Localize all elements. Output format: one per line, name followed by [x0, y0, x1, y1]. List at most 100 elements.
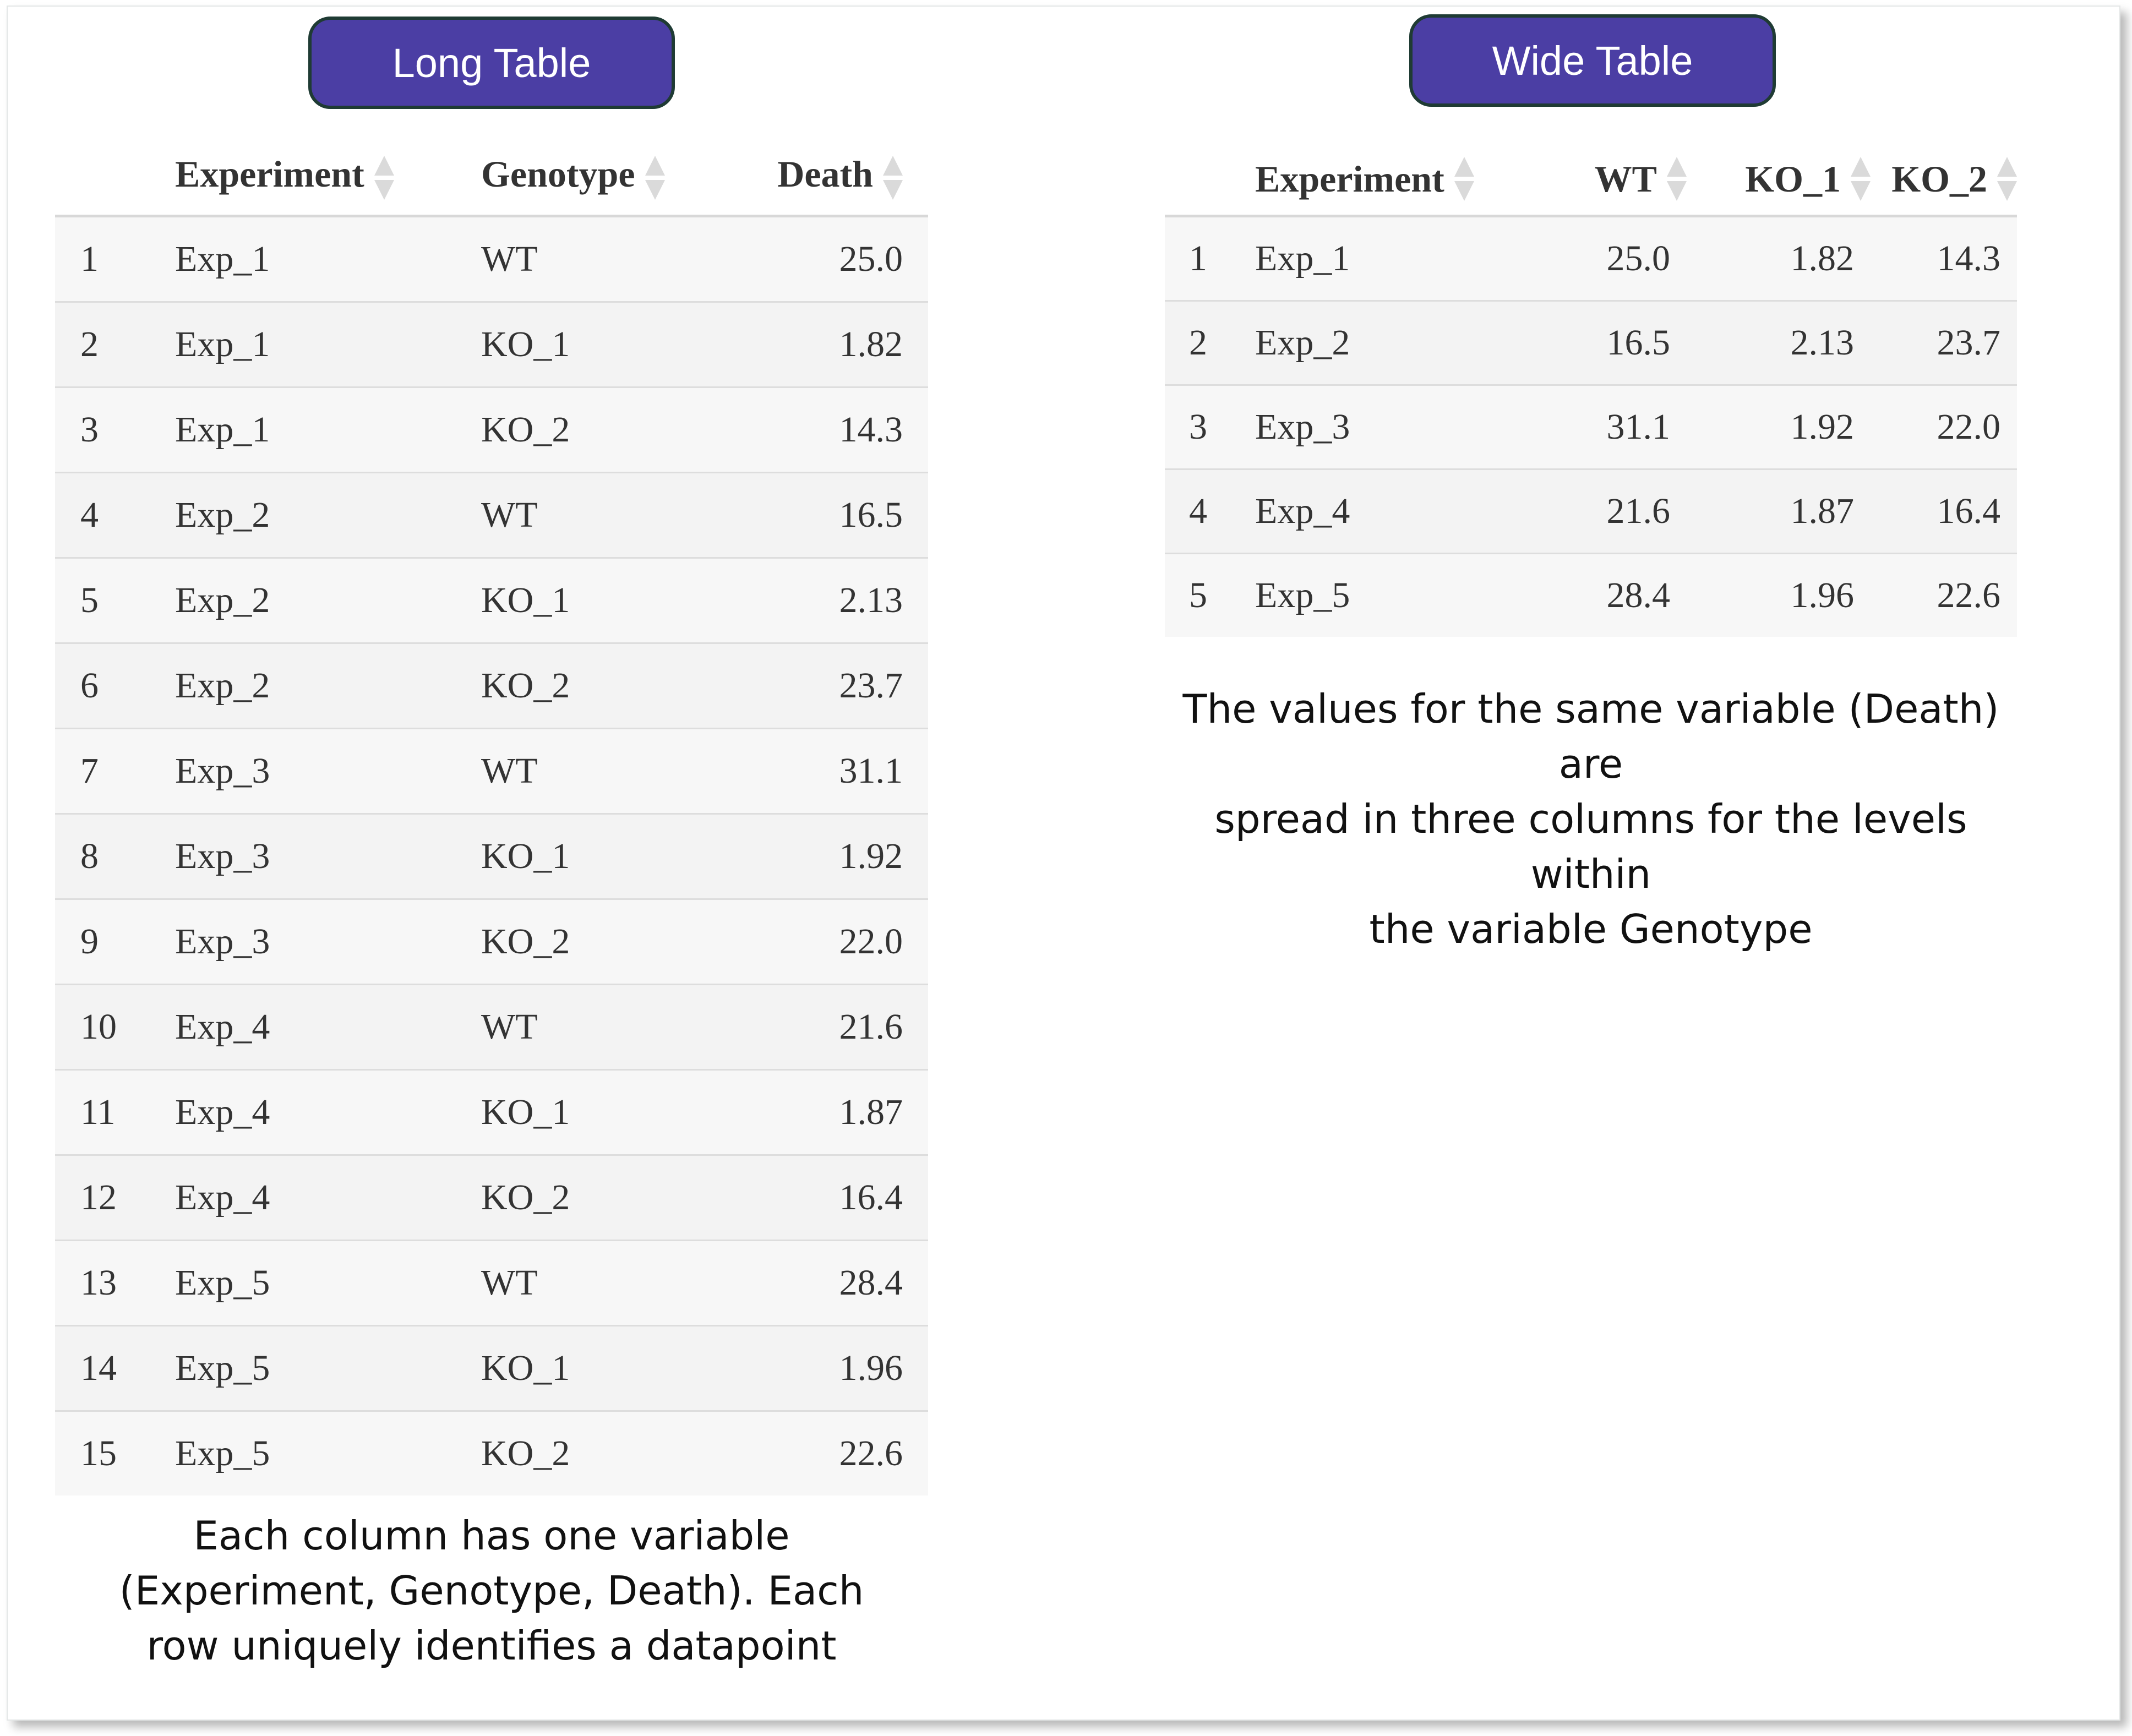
experiment-cell: Exp_3 [175, 898, 481, 985]
genotype-cell: KO_2 [481, 386, 756, 473]
table-row: 9 Exp_3 KO_2 22.0 [55, 898, 928, 985]
experiment-cell: Exp_4 [1255, 468, 1527, 554]
sort-arrows-icon[interactable] [1454, 157, 1474, 201]
death-cell: 22.0 [756, 898, 928, 985]
genotype-cell: KO_1 [481, 557, 756, 643]
table-row: 4 Exp_2 WT 16.5 [55, 472, 928, 558]
wide-header-wt[interactable]: WT [1527, 140, 1687, 217]
sort-arrows-icon[interactable] [1851, 157, 1871, 201]
death-cell: 16.5 [756, 472, 928, 558]
experiment-cell: Exp_3 [175, 728, 481, 814]
row-index-cell: 7 [55, 728, 175, 814]
sort-arrows-icon[interactable] [1667, 157, 1687, 201]
experiment-cell: Exp_3 [175, 813, 481, 899]
table-row: 4 Exp_4 21.6 1.87 16.4 [1165, 468, 2017, 554]
row-index-cell: 5 [1165, 553, 1255, 637]
table-row: 6 Exp_2 KO_2 23.7 [55, 642, 928, 729]
death-cell: 25.0 [756, 216, 928, 302]
genotype-cell: KO_2 [481, 1154, 756, 1241]
table-row: 1 Exp_1 WT 25.0 [55, 216, 928, 302]
table-row: 12 Exp_4 KO_2 16.4 [55, 1154, 928, 1241]
wide-header-ko-2[interactable]: KO_2 [1871, 140, 2017, 217]
death-cell: 1.92 [756, 813, 928, 899]
genotype-cell: WT [481, 728, 756, 814]
genotype-cell: KO_2 [481, 642, 756, 729]
table-row: 2 Exp_2 16.5 2.13 23.7 [1165, 300, 2017, 385]
sort-arrows-icon[interactable] [645, 156, 665, 200]
ko-2-cell: 16.4 [1871, 468, 2017, 554]
experiment-cell: Exp_1 [175, 386, 481, 473]
table-row: 8 Exp_3 KO_1 1.92 [55, 813, 928, 899]
experiment-cell: Exp_2 [175, 472, 481, 558]
wide-table-header-row: Experiment WT KO_1 KO_2 [1165, 140, 2017, 217]
genotype-cell: WT [481, 984, 756, 1070]
experiment-cell: Exp_5 [175, 1240, 481, 1326]
experiment-cell: Exp_3 [1255, 384, 1527, 470]
sort-arrows-icon[interactable] [374, 156, 394, 200]
ko-1-cell: 1.82 [1687, 216, 1871, 301]
table-row: 15 Exp_5 KO_2 22.6 [55, 1410, 928, 1495]
experiment-cell: Exp_2 [175, 642, 481, 729]
row-index-cell: 3 [55, 386, 175, 473]
sort-arrows-icon[interactable] [883, 156, 903, 200]
death-cell: 1.82 [756, 301, 928, 387]
row-index-cell: 10 [55, 984, 175, 1070]
genotype-cell: WT [481, 1240, 756, 1326]
wide-table-title: Wide Table [1409, 14, 1776, 107]
row-index-cell: 12 [55, 1154, 175, 1241]
death-cell: 1.96 [756, 1325, 928, 1411]
table-row: 7 Exp_3 WT 31.1 [55, 728, 928, 814]
wide-header-ko-2-label: KO_2 [1891, 157, 1987, 200]
long-table-caption: Each column has one variable (Experiment… [83, 1508, 901, 1673]
table-row: 13 Exp_5 WT 28.4 [55, 1240, 928, 1326]
row-index-cell: 11 [55, 1069, 175, 1155]
death-cell: 23.7 [756, 642, 928, 729]
wt-cell: 16.5 [1527, 300, 1687, 385]
genotype-cell: KO_1 [481, 1325, 756, 1411]
row-index-cell: 4 [55, 472, 175, 558]
long-header-experiment[interactable]: Experiment [175, 138, 481, 217]
wt-cell: 25.0 [1527, 216, 1687, 301]
ko-1-cell: 1.96 [1687, 553, 1871, 637]
ko-1-cell: 1.87 [1687, 468, 1871, 554]
ko-1-cell: 2.13 [1687, 300, 1871, 385]
wide-header-ko-1[interactable]: KO_1 [1687, 140, 1871, 217]
long-header-experiment-label: Experiment [175, 152, 364, 195]
wide-header-wt-label: WT [1594, 157, 1657, 200]
caption-line: spread in three columns for the levels w… [1214, 796, 1967, 897]
long-header-genotype[interactable]: Genotype [481, 138, 756, 217]
caption-line: The values for the same variable (Death)… [1182, 686, 1999, 787]
long-header-genotype-label: Genotype [481, 152, 635, 195]
sort-arrows-icon[interactable] [1997, 157, 2017, 201]
wt-cell: 28.4 [1527, 553, 1687, 637]
long-table-header-row: Experiment Genotype Death [55, 138, 928, 217]
row-index-cell: 1 [55, 216, 175, 302]
row-index-cell: 2 [1165, 300, 1255, 385]
row-index-cell: 4 [1165, 468, 1255, 554]
experiment-cell: Exp_2 [175, 557, 481, 643]
genotype-cell: KO_1 [481, 301, 756, 387]
row-index-cell: 6 [55, 642, 175, 729]
long-table: Experiment Genotype Death 1 Exp_1 WT 25.0 2 E… [55, 138, 928, 1495]
experiment-cell: Exp_4 [175, 984, 481, 1070]
experiment-cell: Exp_5 [1255, 553, 1527, 637]
death-cell: 1.87 [756, 1069, 928, 1155]
genotype-cell: WT [481, 216, 756, 302]
experiment-cell: Exp_4 [175, 1154, 481, 1241]
death-cell: 16.4 [756, 1154, 928, 1241]
wt-cell: 31.1 [1527, 384, 1687, 470]
table-row: 14 Exp_5 KO_1 1.96 [55, 1325, 928, 1411]
table-row: 2 Exp_1 KO_1 1.82 [55, 301, 928, 387]
genotype-cell: KO_1 [481, 1069, 756, 1155]
caption-line: row uniquely identifies a datapoint [146, 1623, 837, 1669]
row-index-cell: 1 [1165, 216, 1255, 301]
ko-2-cell: 23.7 [1871, 300, 2017, 385]
genotype-cell: KO_1 [481, 813, 756, 899]
experiment-cell: Exp_1 [175, 216, 481, 302]
table-row: 5 Exp_2 KO_1 2.13 [55, 557, 928, 643]
wide-header-experiment[interactable]: Experiment [1255, 140, 1527, 217]
long-header-death[interactable]: Death [756, 138, 928, 217]
row-index-cell: 14 [55, 1325, 175, 1411]
death-cell: 28.4 [756, 1240, 928, 1326]
caption-line: the variable Genotype [1369, 906, 1813, 952]
